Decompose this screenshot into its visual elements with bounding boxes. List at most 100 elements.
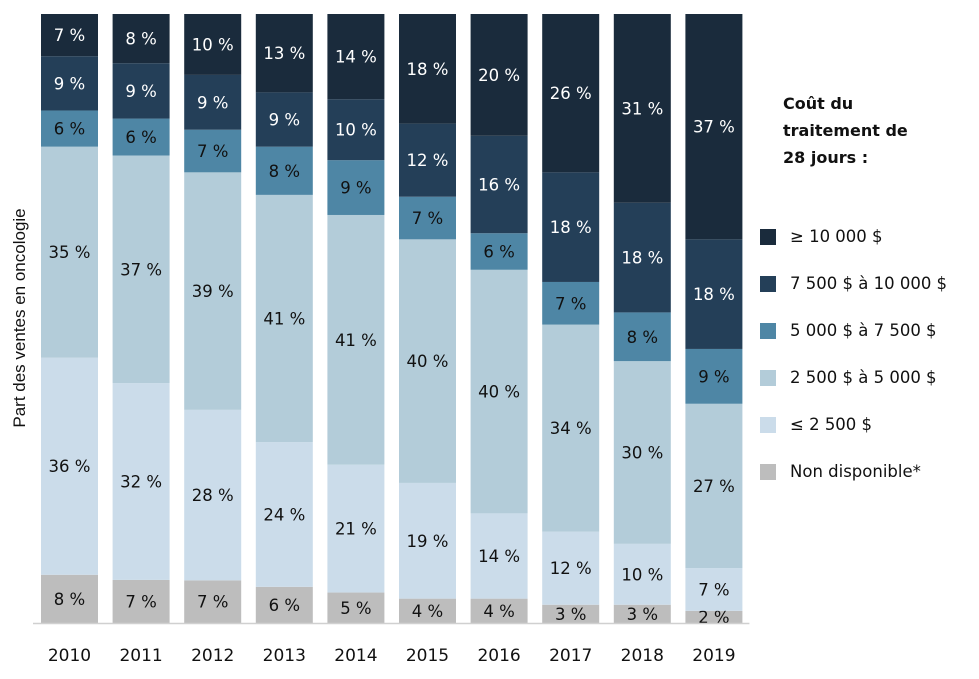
data-label: 40 % [407, 352, 449, 371]
bar-segment [41, 357, 98, 575]
bar-stack-2019: 2 % 7 % 27 % 9 % 18 % 37 % [685, 14, 743, 627]
bar-segment [685, 568, 743, 611]
bar-segment [613, 14, 671, 203]
data-label: 2 % [698, 608, 729, 627]
legend-swatch-icon [760, 322, 776, 339]
bar-segment [470, 233, 528, 270]
bar-segment [399, 196, 456, 240]
data-label: 9 % [698, 367, 729, 386]
bar-segment [542, 14, 600, 173]
data-label: 28 % [192, 486, 234, 505]
bar-segment [41, 146, 98, 358]
legend-label: ≤ 2 500 $ [790, 415, 873, 434]
data-label: 36 % [49, 457, 91, 476]
legend-item-7500-10000: 7 500 $ à 10 000 $ [760, 260, 975, 307]
legend-label: Non disponible* [790, 462, 921, 481]
data-label: 6 % [483, 243, 514, 262]
data-label: 9 % [340, 179, 371, 198]
x-tick-label: 2013 [263, 646, 306, 666]
data-label: 7 % [698, 581, 729, 600]
bar-segment [542, 324, 600, 532]
data-label: 7 % [125, 592, 156, 611]
bar-segment [184, 14, 242, 75]
bar-segment [327, 464, 385, 593]
data-label: 7 % [412, 209, 443, 228]
data-label: 6 % [269, 596, 300, 615]
data-label: 8 % [627, 328, 658, 347]
data-label: 35 % [49, 243, 91, 262]
bar-segment [41, 574, 98, 623]
data-label: 40 % [478, 383, 520, 402]
bar-segment [613, 543, 671, 605]
x-tick-label: 2019 [692, 646, 735, 666]
data-label: 31 % [621, 99, 663, 118]
x-tick-label: 2012 [191, 646, 234, 666]
bar-segment [399, 14, 456, 124]
data-label: 12 % [550, 559, 592, 578]
data-label: 32 % [120, 473, 162, 492]
bars-layer: 8 %36 %35 %6 %9 %7 %7 %32 %37 %6 %9 %8 %… [41, 14, 743, 627]
bar-segment [112, 579, 170, 623]
bar-segment [327, 99, 385, 161]
data-label: 10 % [335, 121, 377, 140]
legend-item-not-available: Non disponible* [760, 448, 975, 495]
data-label: 39 % [192, 282, 234, 301]
bar-segment [112, 14, 170, 64]
data-label: 18 % [407, 60, 449, 79]
bar-segment [685, 403, 743, 569]
x-tick-label: 2016 [477, 646, 520, 666]
x-tick-label: 2010 [48, 646, 91, 666]
bar-stack-2010: 8 % 36 % 35 % 6 % 9 % 7 % [41, 14, 98, 623]
legend-swatch-icon [760, 275, 776, 292]
bar-segment [542, 172, 600, 282]
bar-segment [112, 155, 170, 384]
data-label: 37 % [693, 118, 735, 137]
bar-stack-2014: 5 % 21 % 41 % 9 % 10 % 14 % [327, 14, 385, 623]
data-label: 30 % [621, 443, 663, 462]
data-label: 16 % [478, 176, 520, 195]
data-label: 5 % [340, 599, 371, 618]
bar-stack-2015: 4 % 19 % 40 % 7 % 12 % 18 % [399, 14, 456, 623]
bar-segment [112, 63, 170, 119]
legend: Coût du traitement de 28 jours : ≥ 10 00… [760, 90, 975, 495]
bar-segment [184, 74, 242, 130]
data-label: 10 % [621, 565, 663, 584]
bar-stack-2018: 3 % 10 % 30 % 8 % 18 % 31 % [613, 14, 671, 624]
x-tick-label: 2014 [334, 646, 377, 666]
bar-segment [470, 14, 528, 136]
data-label: 10 % [192, 35, 234, 54]
bar-segment [685, 348, 743, 404]
bar-segment [685, 239, 743, 349]
legend-swatch-icon [760, 463, 776, 480]
legend-label: 7 500 $ à 10 000 $ [790, 274, 948, 293]
bar-segment [613, 361, 671, 544]
legend-item-2500-5000: 2 500 $ à 5 000 $ [760, 354, 975, 401]
legend-swatch-icon [760, 416, 776, 433]
data-label: 19 % [407, 532, 449, 551]
bar-segment [613, 202, 671, 313]
bar-segment [613, 604, 671, 623]
bar-segment [399, 482, 456, 599]
data-label: 7 % [555, 294, 586, 313]
legend-item-under-2500: ≤ 2 500 $ [760, 401, 975, 448]
bar-segment [41, 14, 98, 57]
x-tick-label: 2017 [549, 646, 592, 666]
data-label: 9 % [125, 82, 156, 101]
data-label: 9 % [54, 74, 85, 93]
bar-segment [255, 442, 313, 587]
bar-segment [327, 160, 385, 215]
data-label: 41 % [263, 310, 305, 329]
bar-segment [685, 610, 743, 623]
data-label: 3 % [627, 605, 658, 624]
data-label: 27 % [693, 477, 735, 496]
x-tick-label: 2015 [406, 646, 449, 666]
data-label: 9 % [269, 111, 300, 130]
x-tick-label: 2018 [621, 646, 664, 666]
data-label: 18 % [621, 249, 663, 268]
data-label: 7 % [54, 26, 85, 45]
bar-segment [399, 239, 456, 483]
data-label: 37 % [120, 260, 162, 279]
bar-segment [41, 110, 98, 147]
bar-segment [255, 194, 313, 443]
bar-segment [470, 513, 528, 599]
